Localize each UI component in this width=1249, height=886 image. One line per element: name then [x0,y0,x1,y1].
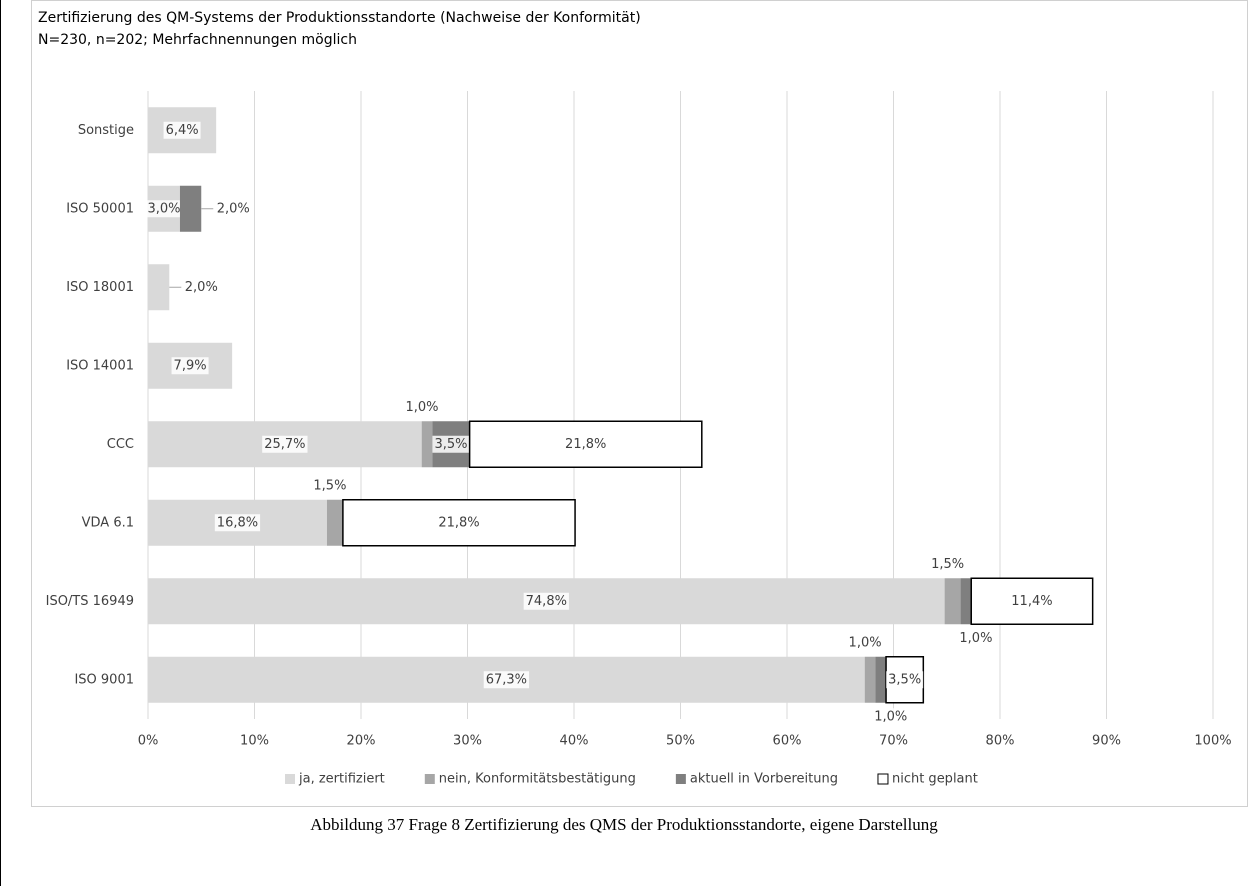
label-background [145,200,183,218]
data-label: 74,8% [526,594,567,609]
data-label: 21,8% [438,515,479,530]
y-tick-label: CCC [107,437,134,452]
data-label: 1,0% [849,635,882,650]
x-tick-label: 80% [986,734,1015,749]
bar-segment [148,264,170,311]
x-tick-label: 0% [138,734,159,749]
y-tick-label: ISO 9001 [74,672,134,687]
x-tick-label: 30% [453,734,482,749]
data-label: 67,3% [486,672,527,687]
label-background [311,477,349,495]
caption: Abbildung 37 Frage 8 Zertifizierung des … [310,815,938,834]
label-background [872,708,910,726]
legend-label: nein, Konformitätsbestätigung [439,772,636,787]
x-tick-label: 20% [347,734,376,749]
y-tick-label: ISO/TS 16949 [46,594,134,609]
data-label: 1,0% [874,709,907,724]
y-tick-label: ISO 14001 [66,358,134,373]
data-label: 1,5% [931,557,964,572]
bar-segment [179,185,202,232]
legend-swatch [424,774,435,784]
label-background [432,435,470,453]
data-label: 2,0% [185,280,218,295]
y-tick-label: ISO 18001 [66,280,134,295]
data-label: 21,8% [565,437,606,452]
x-tick-label: 50% [666,734,695,749]
label-background [262,435,308,453]
label-background [214,200,252,218]
chart-title: Zertifizierung des QM-Systems der Produk… [38,10,641,26]
label-background [436,514,482,532]
label-background [1009,592,1055,610]
data-label: 1,5% [313,478,346,493]
legend-label: nicht geplant [892,772,978,787]
x-tick-label: 70% [879,734,908,749]
label-background [929,555,967,573]
legend-swatch [675,774,686,784]
label-background [171,357,209,375]
chart-subtitle: N=230, n=202; Mehrfachnennungen möglich [38,32,357,48]
x-tick-label: 40% [560,734,589,749]
data-label: 11,4% [1011,594,1052,609]
x-tick-label: 100% [1194,734,1231,749]
y-tick-label: VDA 6.1 [82,515,134,530]
legend-swatch [285,774,295,784]
x-tick-label: 10% [240,734,269,749]
y-tick-label: Sonstige [78,123,134,138]
data-label: 1,0% [959,631,992,646]
data-label: 3,0% [147,201,180,216]
x-tick-label: 60% [773,734,802,749]
chart-frame [31,0,1248,807]
label-background [957,629,995,647]
bar-segment [864,656,876,703]
label-background [846,634,884,652]
x-tick-label: 90% [1092,734,1121,749]
label-background [563,435,609,453]
label-background [483,671,530,689]
bar-segment [944,578,961,625]
label-background [182,278,220,296]
bar-segment [960,578,972,625]
data-label: 2,0% [217,201,250,216]
label-background [403,398,441,416]
bar-segment [326,499,343,546]
data-label: 1,0% [406,400,439,415]
label-background [214,514,261,532]
data-label: 7,9% [174,358,207,373]
data-label: 3,5% [888,672,921,687]
legend-label: aktuell in Vorbereitung [690,772,838,787]
label-background [523,592,569,610]
bar-segment [421,421,433,468]
data-label: 25,7% [264,437,305,452]
legend-swatch [877,773,889,785]
data-label: 16,8% [217,515,258,530]
bar-segment [875,656,887,703]
legend-label: ja, zertifiziert [298,772,385,787]
label-background [886,671,924,689]
y-tick-label: ISO 50001 [66,201,134,216]
label-background [163,121,201,139]
data-label: 6,4% [166,123,199,138]
data-label: 3,5% [434,437,467,452]
